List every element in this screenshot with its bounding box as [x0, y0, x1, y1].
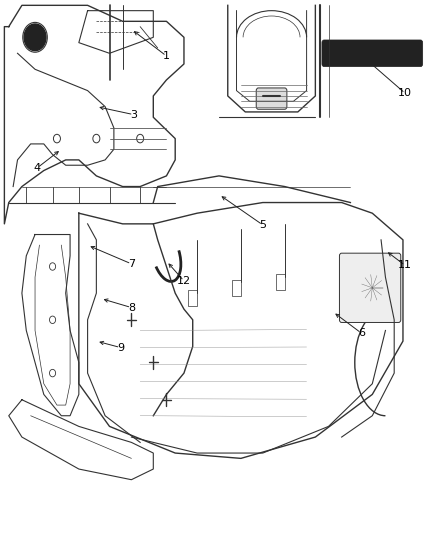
- Text: 1: 1: [163, 51, 170, 61]
- Text: 3: 3: [130, 110, 137, 119]
- Text: 4: 4: [34, 163, 41, 173]
- Text: 11: 11: [398, 261, 412, 270]
- Text: 7: 7: [128, 259, 135, 269]
- Text: 12: 12: [177, 276, 191, 286]
- Text: 10: 10: [398, 88, 412, 98]
- FancyBboxPatch shape: [256, 88, 287, 109]
- FancyBboxPatch shape: [322, 40, 423, 67]
- FancyBboxPatch shape: [339, 253, 401, 322]
- Text: 9: 9: [117, 343, 124, 352]
- Text: 6: 6: [358, 328, 365, 338]
- Circle shape: [24, 24, 46, 51]
- Text: 8: 8: [128, 303, 135, 312]
- Text: 5: 5: [259, 220, 266, 230]
